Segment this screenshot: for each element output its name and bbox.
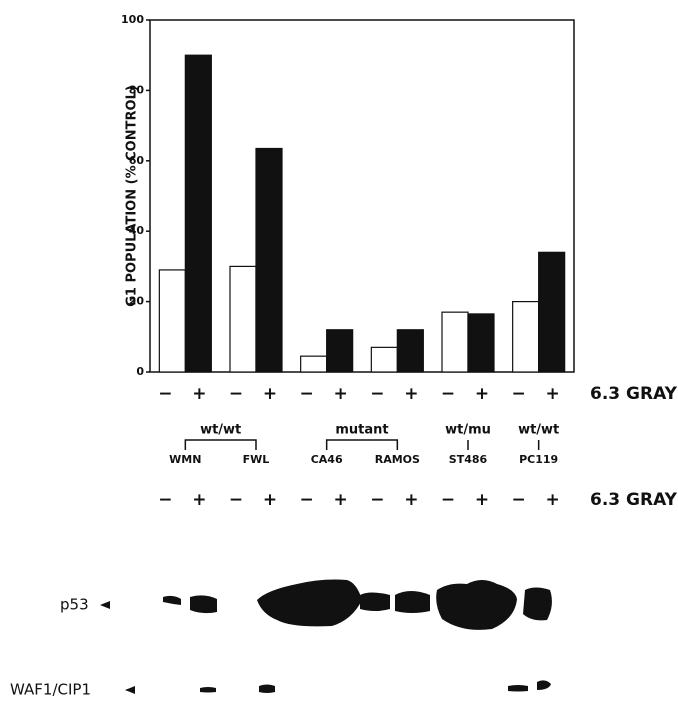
bar [327,330,353,372]
treatment-sign: + [404,384,418,404]
cell-line-label: PC119 [519,453,558,466]
bar [159,270,185,372]
bar [397,330,423,372]
treatment-sign: + [334,490,348,510]
treatment-sign: − [300,384,314,404]
y-tick-label: 100 [121,13,144,26]
cell-line-label: RAMOS [375,453,420,466]
treatment-sign: − [441,490,455,510]
y-tick-label: 20 [129,295,145,308]
treatment-sign: + [334,384,348,404]
cell-line-label: FWL [243,453,270,466]
figure: G1 POPULATION (% CONTROL) 6.3 GRAY 6.3 G… [0,0,678,713]
treatment-sign: − [441,384,455,404]
treatment-sign: + [404,490,418,510]
cell-line-label: ST486 [449,453,488,466]
cell-line-label: CA46 [311,453,343,466]
treatment-sign: − [229,384,243,404]
treatment-sign: − [512,384,526,404]
bar [301,356,327,372]
treatment-sign: − [158,384,172,404]
treatment-sign: + [475,490,489,510]
y-tick-label: 40 [129,224,145,237]
genotype-bracket [185,440,256,450]
treatment-label: 6.3 GRAY [590,384,678,404]
y-axis-label: G1 POPULATION (% CONTROL) [125,85,140,307]
bar [371,347,397,372]
plot-frame [150,20,574,372]
treatment-sign: + [192,490,206,510]
genotype-label: wt/mu [445,423,491,438]
treatment-sign: − [370,490,384,510]
genotype-label: mutant [335,423,388,438]
treatment-sign: + [546,384,560,404]
treatment-sign: + [192,384,206,404]
y-tick-label: 0 [136,365,144,378]
treatment-sign: − [300,490,314,510]
treatment-sign: − [229,490,243,510]
treatment-sign: + [475,384,489,404]
bar [539,252,565,372]
cell-line-label: WMN [169,453,201,466]
treatment-sign: + [546,490,560,510]
treatment-sign: − [512,490,526,510]
blot-label: p53 [60,596,89,614]
treatment-sign: + [263,490,277,510]
treatment-sign: − [158,490,172,510]
genotype-label: wt/wt [200,423,241,438]
bar [256,148,282,372]
bar [230,266,256,372]
treatment-label: 6.3 GRAY [590,490,678,510]
blot-bands [163,580,552,694]
bar [442,312,468,372]
bar [468,314,494,372]
blot-label: WAF1/CIP1 [10,681,91,699]
genotype-bracket [327,440,398,450]
y-tick-label: 80 [129,83,145,96]
genotype-label: wt/wt [518,423,559,438]
bar [185,55,211,372]
arrow-heads [100,601,135,694]
bar [513,302,539,372]
treatment-sign: − [370,384,384,404]
y-tick-label: 60 [129,154,145,167]
treatment-sign: + [263,384,277,404]
